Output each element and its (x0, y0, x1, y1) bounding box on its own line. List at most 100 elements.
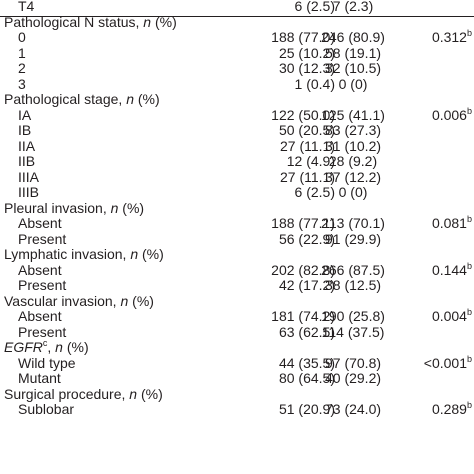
p-value: 0.081b (432, 214, 472, 232)
row-label: Absent (18, 262, 62, 278)
group-a-value: 80 (64.5) (278, 370, 335, 386)
p-note: b (466, 353, 472, 364)
label-part: Pleural invasion, (4, 199, 111, 216)
group-a-value: 12 (4.9) (286, 153, 335, 169)
row-label: IIIA (18, 169, 39, 185)
group-b-value: 266 (87.5) (321, 261, 385, 278)
group-b-value: 91 (29.9) (324, 230, 382, 247)
row-label: Pleural invasion, n (%) (4, 200, 144, 216)
label-part: (%) (128, 292, 154, 309)
label-part: (%) (134, 91, 160, 107)
label-part: (%) (62, 339, 89, 355)
p-value: <0.001b (423, 353, 472, 371)
row-label: Vascular invasion, n (%) (4, 293, 154, 309)
label-part: Absent (18, 308, 62, 324)
group-a-value: 6 (2.5) (294, 0, 335, 14)
row-label: Pathological N status, n (%) (4, 14, 177, 30)
group-a-value: 56 (22.9) (278, 230, 335, 247)
label-part: T4 (18, 0, 35, 14)
p-note: b (466, 214, 472, 224)
group-b-value: 0 (0) (338, 184, 368, 200)
row-label: Pathological stage, n (%) (4, 91, 160, 107)
label-part: n (130, 246, 139, 262)
label-part: n (110, 199, 119, 216)
label-part: 1 (18, 44, 26, 61)
label-part: IIIB (18, 184, 40, 200)
row-label: IB (18, 122, 31, 138)
p-text: 0.004 (431, 308, 467, 324)
label-part: IIA (18, 137, 36, 154)
p-value: 0.289b (432, 401, 472, 418)
label-part: c (42, 338, 48, 348)
label-part: EGFR (4, 339, 43, 355)
group-b-value: 40 (29.2) (324, 370, 382, 386)
label-part: (%) (151, 13, 177, 30)
row-label: Present (18, 324, 66, 340)
group-b-value: 97 (70.8) (324, 354, 382, 371)
group-a-value: 51 (20.9) (278, 401, 335, 417)
p-value: 0.006b (432, 105, 472, 123)
group-a-value: 25 (10.2) (278, 44, 335, 61)
p-note: b (466, 307, 472, 317)
p-text: <0.001 (423, 354, 467, 371)
group-b-value: 31 (10.2) (324, 137, 382, 154)
label-part: Pathological N status, (4, 13, 144, 30)
p-note: b (466, 28, 472, 38)
label-part: Mutant (18, 370, 61, 386)
group-b-value: 114 (37.5) (321, 323, 385, 340)
label-part: Absent (18, 215, 62, 231)
group-a-value: 44 (35.5) (278, 354, 335, 371)
p-value: 0.144b (431, 261, 472, 278)
label-part: n (126, 91, 134, 107)
p-text: 0.144 (431, 261, 467, 278)
label-part: Wild type (18, 354, 76, 371)
label-part: 0 (18, 29, 26, 45)
label-part: Lymphatic invasion, (4, 246, 131, 262)
label-part: 2 (18, 60, 26, 76)
group-a-value: 42 (17.2) (278, 277, 335, 293)
p-value: 0.004b (431, 307, 472, 325)
group-a-value: 63 (62.5) (278, 323, 335, 340)
group-b-value: 246 (80.9) (321, 29, 385, 45)
label-part: (%) (118, 199, 145, 216)
row-label: Sublobar (18, 401, 74, 417)
label-part: IIB (18, 153, 36, 169)
row-label: IA (18, 107, 31, 123)
row-label: Surgical procedure, n (%) (4, 386, 163, 402)
group-b-value: 32 (10.5) (324, 60, 382, 76)
row-label: Mutant (18, 370, 61, 386)
row-label: EGFRc, n (%) (4, 338, 89, 356)
p-text: 0.312 (431, 29, 467, 45)
row-label: Wild type (18, 355, 76, 371)
group-a-value: 30 (12.3) (278, 60, 335, 76)
group-a-value: 6 (2.5) (294, 184, 335, 200)
row-label: Lymphatic invasion, n (%) (4, 246, 164, 262)
group-b-value: 125 (41.1) (321, 106, 385, 123)
label-part: IA (18, 106, 32, 123)
p-value: 0.312b (431, 28, 472, 46)
label-part: Sublobar (18, 401, 75, 417)
label-part: n (129, 385, 138, 402)
group-b-value: 7 (2.3) (332, 0, 374, 14)
group-a-value: 1 (0.4) (294, 75, 335, 92)
group-b-value: 213 (70.1) (321, 215, 385, 231)
row-label: T4 (18, 0, 34, 14)
row-label: Present (18, 231, 66, 247)
label-part: Pathological stage, (4, 91, 127, 107)
row-label: Present (18, 277, 66, 293)
group-b-value: 73 (24.0) (324, 401, 382, 417)
row-label: Absent (18, 215, 62, 231)
p-note: b (466, 105, 472, 116)
label-part: , (47, 339, 56, 355)
group-a-value: 202 (82.8) (271, 261, 335, 278)
group-a-value: 50 (20.5) (278, 122, 335, 138)
label-part: 3 (18, 75, 26, 92)
group-a-value: 188 (77.0) (271, 29, 335, 45)
label-part: Absent (18, 261, 62, 278)
label-part: (%) (137, 385, 163, 402)
group-a-value: 27 (11.1) (280, 137, 335, 154)
group-b-value: 83 (27.3) (324, 122, 382, 138)
row-label: Absent (18, 308, 62, 324)
label-part: (%) (138, 246, 164, 262)
